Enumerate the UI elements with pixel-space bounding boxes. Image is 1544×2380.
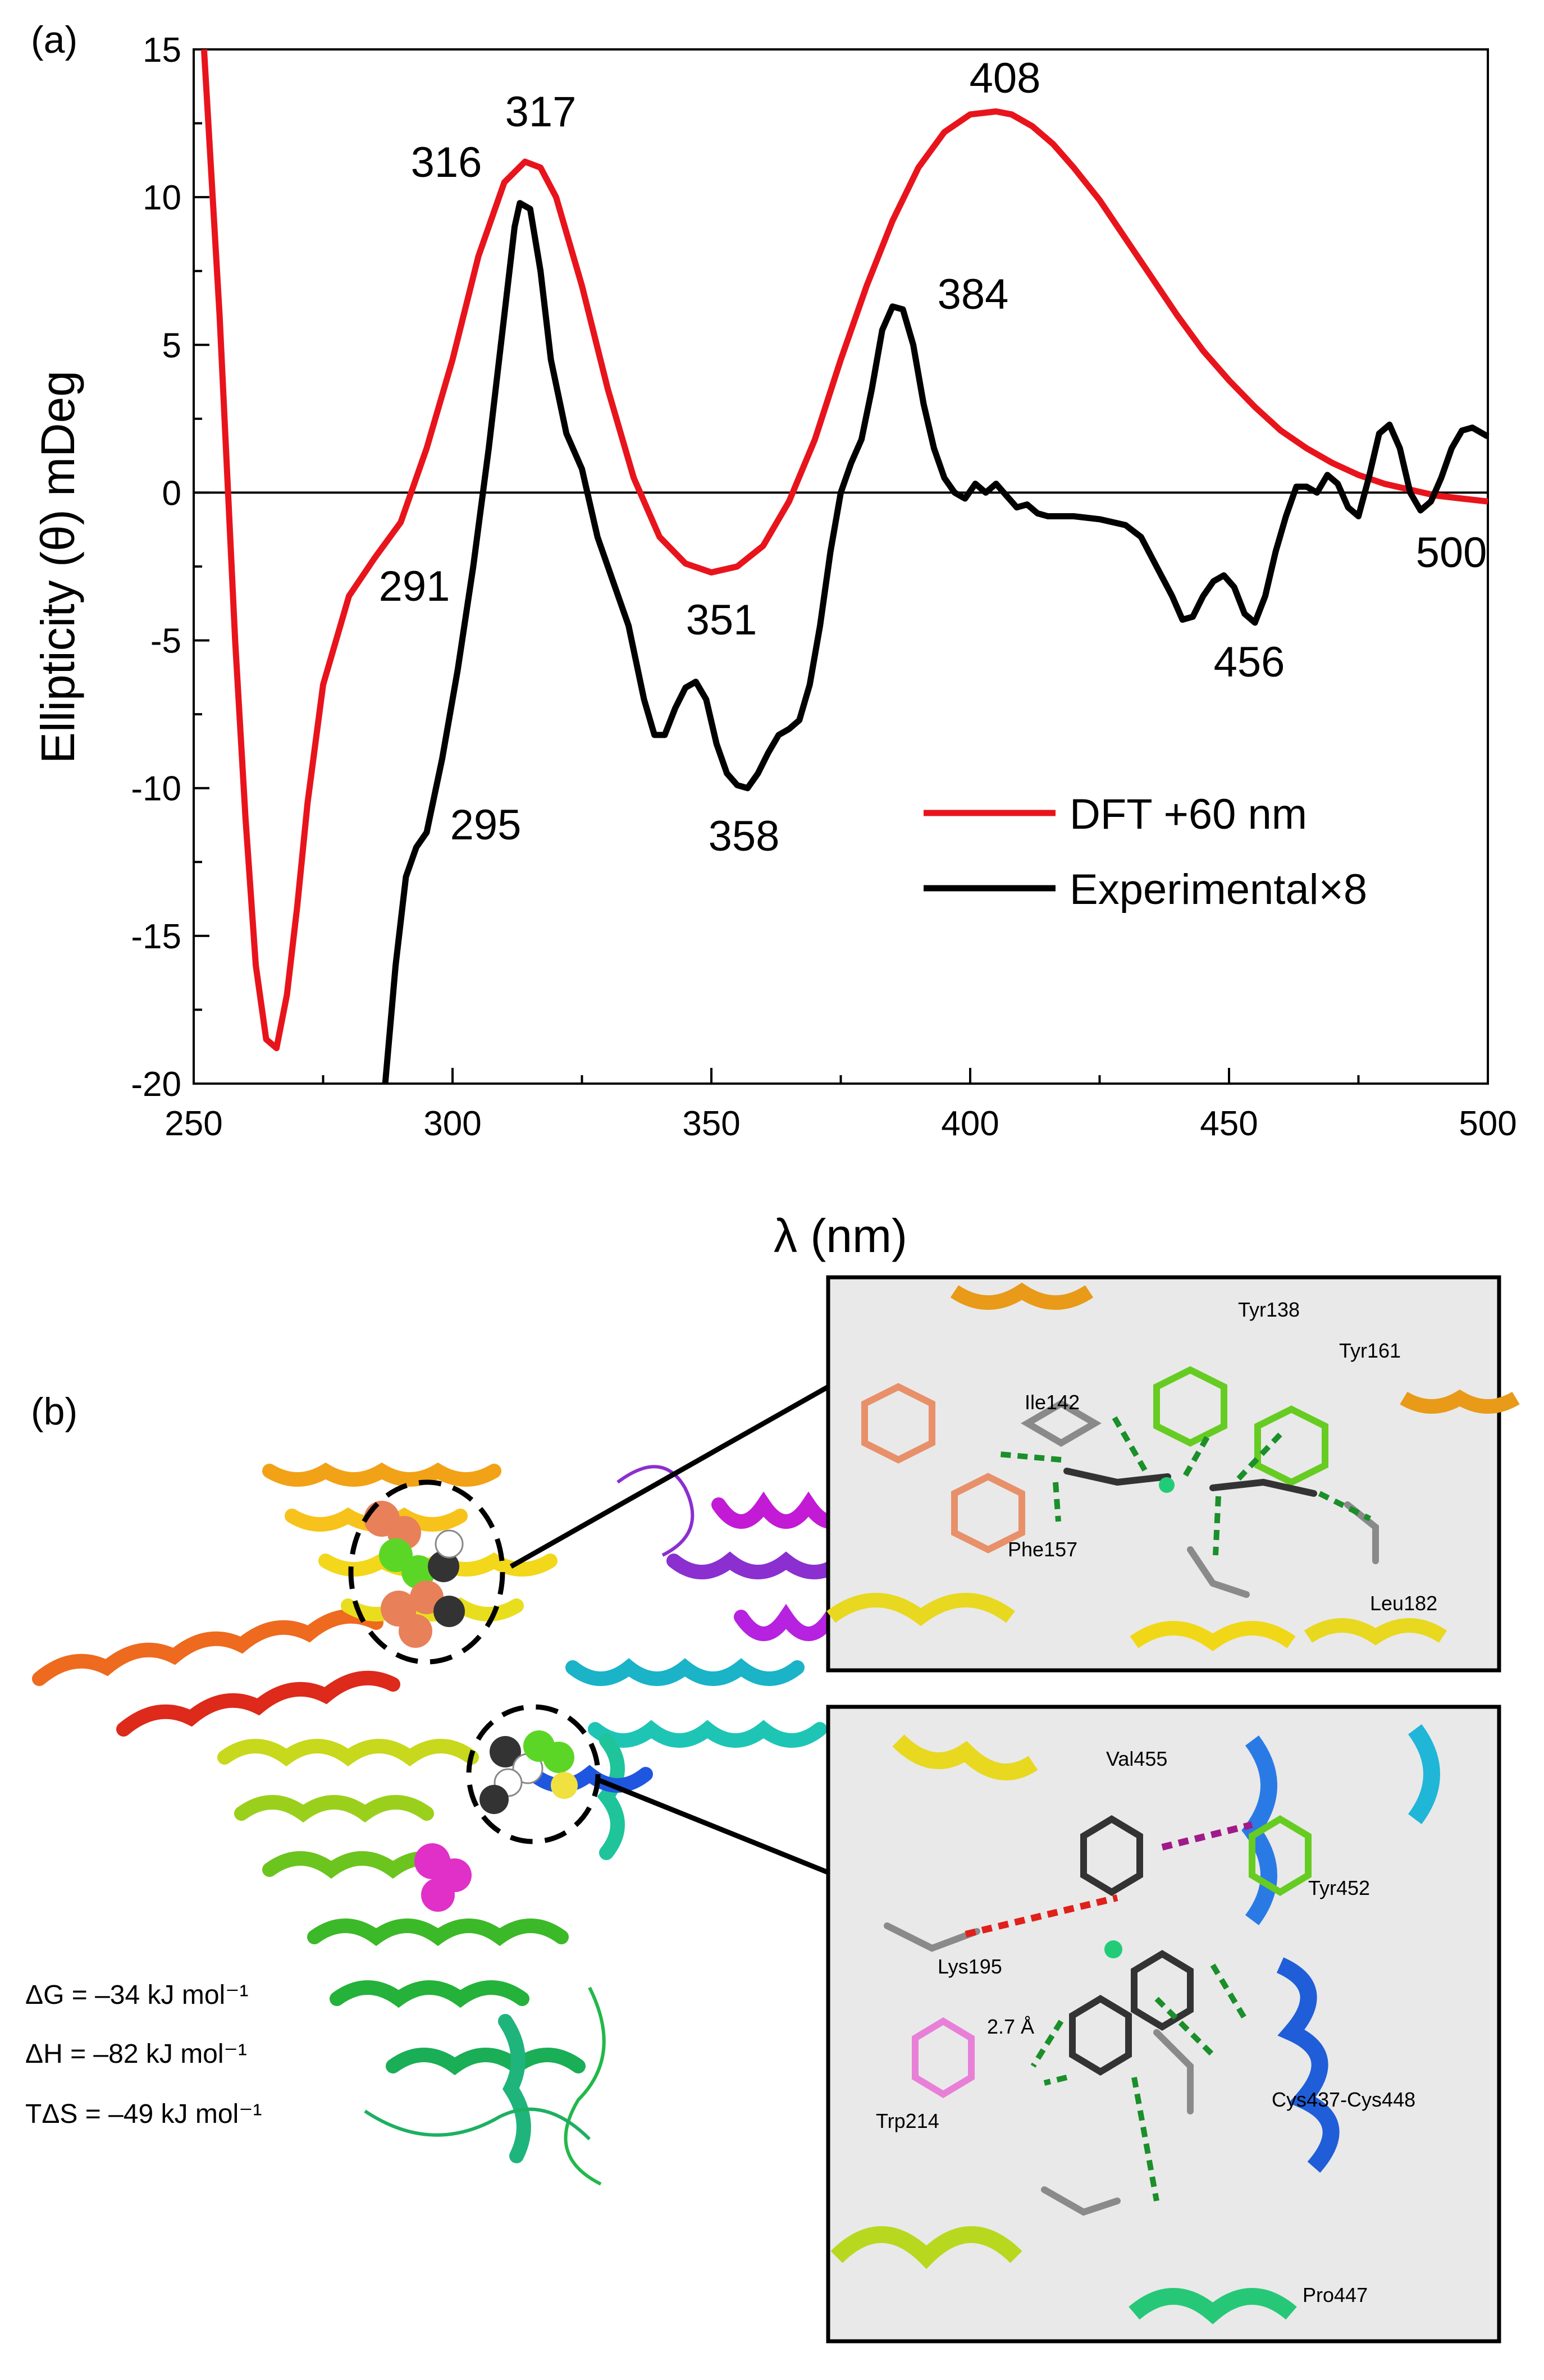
ligand-site-1 [364, 1501, 465, 1648]
ligand-site-3 [414, 1843, 472, 1912]
annotation-dft-291: 291 [379, 563, 450, 610]
panel-a-label: (a) [31, 19, 78, 61]
x-tick-label: 300 [423, 1104, 481, 1143]
ellipticity-chart: 250 300 350 400 450 500 -20 -15 -10 -5 0 5 10 15 λ (… [31, 31, 1517, 1262]
thermo-t-delta-s: TΔS = –49 kJ mol⁻¹ [25, 2099, 262, 2129]
residue-label-pro447: Pro447 [1303, 2283, 1368, 2306]
thermo-delta-h: ΔH = –82 kJ mol⁻¹ [25, 2039, 247, 2069]
annotation-dft-317: 317 [505, 88, 577, 136]
y-tick-label: -5 [150, 622, 181, 661]
annotation-exp-384: 384 [938, 271, 1009, 318]
y-tick-label: -10 [131, 770, 181, 808]
series-line-experimental [382, 200, 1490, 1084]
protein-structure-image [32, 1385, 883, 2186]
distance-label: 2.7 Å [987, 2015, 1034, 2038]
residue-label-trp214: Trp214 [876, 2109, 939, 2132]
annotation-exp-358: 358 [709, 812, 780, 860]
legend-label-dft: DFT +60 nm [1070, 791, 1307, 838]
residue-label-ile142: Ile142 [1025, 1391, 1080, 1414]
x-tick-label: 400 [941, 1104, 999, 1143]
connector-line-top [509, 1385, 830, 1569]
x-tick-label: 450 [1200, 1104, 1258, 1143]
x-tick-label: 250 [165, 1104, 222, 1143]
legend-label-experimental: Experimental×8 [1070, 866, 1367, 913]
series-line-dft [200, 49, 1488, 1052]
inset-top: Tyr138 Tyr161 Ile142 Phe157 Leu182 [826, 1275, 1520, 1673]
residue-label-tyr138: Tyr138 [1238, 1298, 1300, 1321]
y-tick-label: -20 [131, 1065, 181, 1104]
annotation-exp-295: 295 [450, 801, 522, 849]
residue-label-lys195: Lys195 [938, 1955, 1002, 1978]
residue-label-tyr161: Tyr161 [1339, 1339, 1401, 1362]
y-axis-label: Ellipticity (θ) mDeg [31, 371, 84, 764]
annotation-dft-500: 500 [1416, 529, 1487, 577]
residue-label-cys437-cys448: Cys437-Cys448 [1272, 2088, 1415, 2111]
binding-site-circle-1 [348, 1479, 505, 1665]
y-tick-label: -15 [131, 917, 181, 956]
annotation-exp-316: 316 [411, 139, 482, 186]
binding-site-circle-2 [466, 1704, 601, 1844]
y-tick-label: 0 [162, 474, 181, 513]
panel-b-label: (b) [31, 1390, 78, 1433]
annotation-dft-408: 408 [970, 54, 1041, 102]
x-tick-label: 500 [1459, 1104, 1516, 1143]
y-tick-label: 15 [143, 31, 181, 70]
annotation-dft-351: 351 [686, 596, 757, 644]
residue-label-val455: Val455 [1106, 1747, 1167, 1770]
annotation-exp-456: 456 [1214, 638, 1285, 686]
residue-label-phe157: Phe157 [1008, 1538, 1077, 1561]
y-axis: -20 -15 -10 -5 0 5 10 15 [131, 31, 209, 1104]
thermo-delta-g: ΔG = –34 kJ mol⁻¹ [25, 1980, 249, 2010]
y-tick-label: 10 [143, 179, 181, 217]
inset-bottom: Val455 Tyr452 Lys195 2.7 Å Trp214 Cys437… [826, 1705, 1501, 2344]
y-tick-label: 5 [162, 326, 181, 365]
residue-label-leu182: Leu182 [1370, 1592, 1437, 1615]
x-axis-label: λ (nm) [774, 1209, 907, 1262]
x-axis: 250 300 350 400 450 500 [165, 1068, 1517, 1143]
residue-label-tyr452: Tyr452 [1308, 1876, 1370, 1899]
ligand-site-2 [479, 1730, 578, 1814]
connector-line-bottom [597, 1777, 829, 1875]
x-tick-label: 350 [682, 1104, 740, 1143]
legend: DFT +60 nm Experimental×8 [924, 791, 1367, 913]
